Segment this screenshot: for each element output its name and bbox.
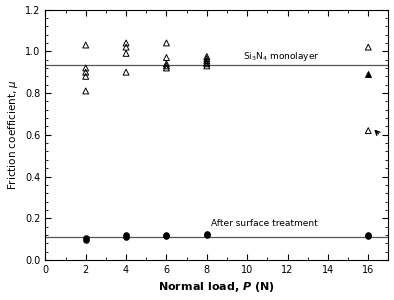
Point (123, 40, 129, 45)
Point (204, 54, 210, 59)
Point (123, 235, 129, 240)
Point (83, 238, 89, 243)
Text: Si$_3$N$_4$ monolayer: Si$_3$N$_4$ monolayer (243, 50, 320, 63)
Point (204, 232, 210, 237)
Point (83, 236, 89, 241)
Point (163, 64, 169, 68)
Point (163, 234, 169, 239)
Point (123, 45, 129, 50)
Y-axis label: Friction coefficient, $\mu$: Friction coefficient, $\mu$ (6, 79, 20, 190)
Point (83, 70, 89, 75)
Point (83, 43, 89, 47)
Point (83, 88, 89, 93)
Point (365, 72, 372, 77)
Point (163, 61, 169, 66)
Point (83, 74, 89, 79)
Point (365, 128, 372, 133)
Point (204, 61, 210, 66)
Point (365, 234, 372, 239)
X-axis label: Normal load, $\boldsymbol{P}$ (N): Normal load, $\boldsymbol{P}$ (N) (158, 280, 275, 294)
Point (204, 64, 210, 68)
Point (163, 66, 169, 70)
Text: After surface treatment: After surface treatment (211, 219, 318, 228)
Point (365, 232, 372, 237)
Point (123, 70, 129, 75)
Point (163, 55, 169, 60)
Point (163, 40, 169, 45)
Point (204, 233, 210, 238)
Point (365, 45, 372, 50)
Point (204, 60, 210, 65)
Point (204, 56, 210, 61)
Point (204, 58, 210, 63)
Point (83, 66, 89, 70)
Point (163, 232, 169, 237)
Point (123, 51, 129, 56)
Point (123, 233, 129, 238)
